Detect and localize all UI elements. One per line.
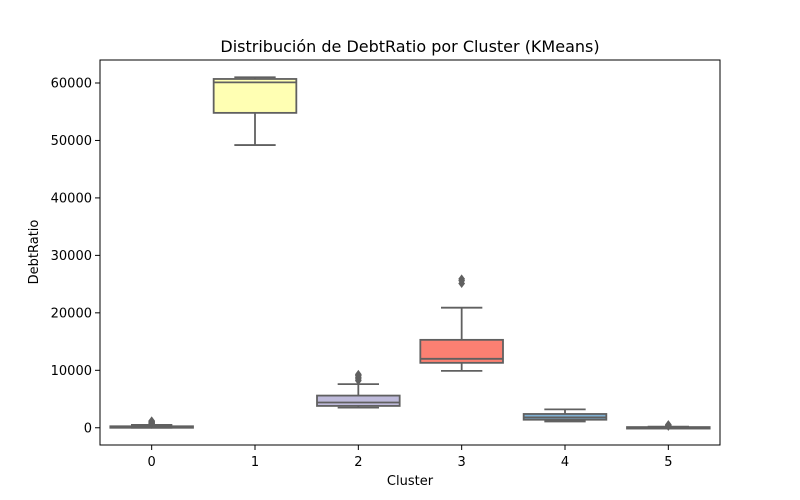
x-tick-label: 1 bbox=[251, 455, 259, 470]
y-axis-label: DebtRatio bbox=[27, 220, 42, 285]
outlier-point bbox=[664, 420, 672, 430]
y-tick-label: 0 bbox=[84, 421, 92, 436]
y-tick-label: 10000 bbox=[51, 364, 92, 379]
x-axis: 0 1 2 3 4 5 bbox=[148, 445, 672, 470]
box-series bbox=[109, 76, 711, 431]
outlier-point bbox=[354, 369, 362, 379]
y-tick-label: 40000 bbox=[51, 191, 92, 206]
outlier-point bbox=[458, 274, 466, 284]
outlier-point bbox=[148, 416, 156, 426]
x-tick-label: 4 bbox=[561, 455, 569, 470]
y-tick-label: 50000 bbox=[51, 134, 92, 149]
y-tick-label: 30000 bbox=[51, 249, 92, 264]
box-cluster-4 bbox=[522, 408, 608, 423]
box-iqr bbox=[316, 394, 401, 407]
plot-area-frame bbox=[99, 59, 721, 446]
box-iqr bbox=[212, 78, 298, 114]
box-cluster-5 bbox=[626, 420, 711, 431]
x-axis-label: Cluster bbox=[387, 474, 434, 489]
x-tick-label: 3 bbox=[458, 455, 466, 470]
x-tick-label: 2 bbox=[354, 455, 362, 470]
box-cluster-3 bbox=[419, 274, 504, 372]
box-cluster-2 bbox=[316, 369, 401, 409]
x-tick-label: 0 bbox=[148, 455, 156, 470]
box-cluster-1 bbox=[212, 76, 298, 146]
x-tick-label: 5 bbox=[664, 455, 672, 470]
y-tick-label: 20000 bbox=[51, 306, 92, 321]
y-axis: 0 10000 20000 30000 40000 50000 60000 bbox=[51, 76, 100, 436]
box-cluster-0 bbox=[109, 416, 194, 429]
chart-title: Distribución de DebtRatio por Cluster (K… bbox=[220, 37, 599, 56]
y-tick-label: 60000 bbox=[51, 76, 92, 91]
box-iqr bbox=[419, 338, 504, 364]
